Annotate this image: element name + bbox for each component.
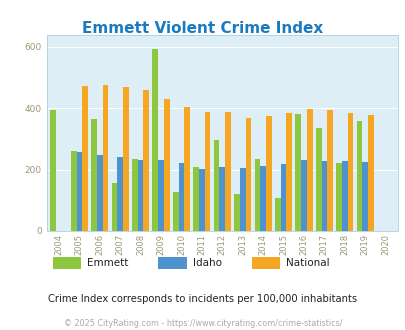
- Bar: [158, 160, 164, 231]
- Bar: [301, 160, 306, 231]
- Bar: [123, 87, 128, 231]
- Bar: [111, 182, 117, 231]
- Text: Emmett Violent Crime Index: Emmett Violent Crime Index: [82, 21, 323, 36]
- Bar: [117, 157, 123, 231]
- Bar: [184, 107, 190, 231]
- Bar: [50, 110, 56, 231]
- Bar: [295, 115, 301, 231]
- Bar: [198, 169, 204, 231]
- Bar: [234, 194, 239, 231]
- Bar: [225, 112, 230, 231]
- Text: National: National: [286, 258, 329, 268]
- Bar: [326, 110, 332, 231]
- Bar: [143, 90, 149, 231]
- Bar: [97, 155, 102, 231]
- Bar: [178, 163, 184, 231]
- Bar: [265, 116, 271, 231]
- Bar: [335, 163, 341, 231]
- Bar: [341, 161, 347, 231]
- Bar: [260, 166, 265, 231]
- Bar: [306, 109, 312, 231]
- Bar: [164, 99, 169, 231]
- Bar: [245, 118, 251, 231]
- Bar: [193, 167, 198, 231]
- Bar: [137, 160, 143, 231]
- Bar: [82, 86, 88, 231]
- Bar: [219, 167, 225, 231]
- Bar: [361, 162, 367, 231]
- Bar: [239, 168, 245, 231]
- Bar: [315, 128, 321, 231]
- Text: Crime Index corresponds to incidents per 100,000 inhabitants: Crime Index corresponds to incidents per…: [48, 294, 357, 304]
- Text: Idaho: Idaho: [192, 258, 221, 268]
- Bar: [70, 151, 76, 231]
- Bar: [286, 114, 291, 231]
- Bar: [274, 198, 280, 231]
- Bar: [321, 161, 326, 231]
- Bar: [76, 152, 82, 231]
- Bar: [356, 121, 361, 231]
- Bar: [213, 141, 219, 231]
- Bar: [204, 112, 210, 231]
- Bar: [132, 159, 137, 231]
- Text: Emmett: Emmett: [87, 258, 128, 268]
- Bar: [102, 85, 108, 231]
- Text: © 2025 CityRating.com - https://www.cityrating.com/crime-statistics/: © 2025 CityRating.com - https://www.city…: [64, 319, 341, 328]
- Bar: [254, 159, 260, 231]
- Bar: [347, 114, 352, 231]
- Bar: [367, 115, 373, 231]
- Bar: [91, 119, 97, 231]
- Bar: [280, 164, 286, 231]
- Bar: [152, 50, 158, 231]
- Bar: [173, 192, 178, 231]
